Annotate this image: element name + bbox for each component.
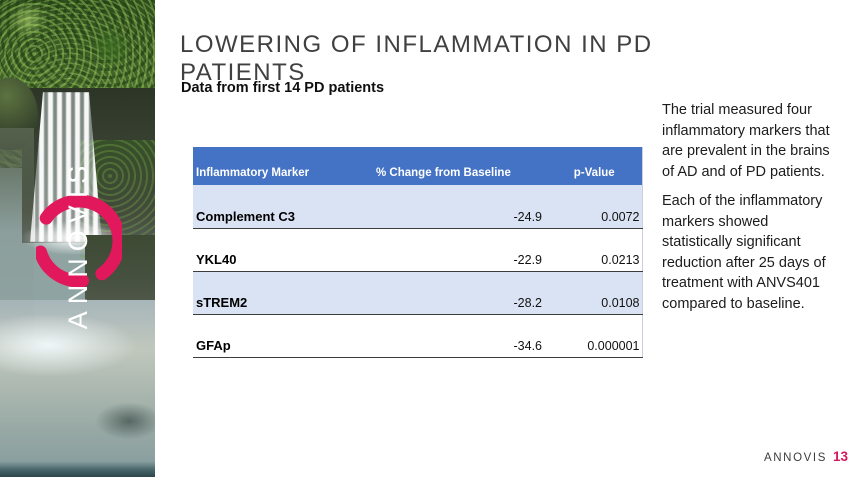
marker-name: sTREM2 (193, 271, 373, 315)
p-value: 0.0108 (548, 271, 642, 315)
page-title: LOWERING OF INFLAMMATION IN PD PATIENTS (180, 31, 653, 86)
p-value: 0.0213 (548, 228, 642, 272)
pct-change-value: -28.2 (373, 271, 548, 315)
paragraph-markers-reduction: Each of the inflammatory markers showed … (662, 193, 826, 312)
p-value: 0.0072 (548, 185, 642, 229)
rock-texture (0, 128, 34, 338)
slide-footer: ANNOVIS 13 (758, 449, 848, 464)
marker-name: YKL40 (193, 228, 373, 272)
pct-change-value: -22.9 (373, 228, 548, 272)
marker-name: Complement C3 (193, 185, 373, 229)
annovis-swoosh-icon (36, 194, 122, 288)
table-row: sTREM2 -28.2 0.0108 (193, 271, 642, 315)
col-header-pvalue: p-Value (548, 147, 642, 185)
footer-brand-logo: ANNOVIS (764, 452, 827, 464)
inflammatory-marker-table: Inflammatory Marker % Change from Baseli… (193, 147, 643, 358)
col-header-marker: Inflammatory Marker (193, 147, 373, 185)
explanatory-text: The trial measured four inflammatory mar… (662, 100, 830, 323)
paragraph-trial-measured: The trial measured four inflammatory mar… (662, 102, 830, 180)
marker-name: GFAp (193, 314, 373, 358)
col-header-change: % Change from Baseline (373, 147, 548, 185)
table-header-row: Inflammatory Marker % Change from Baseli… (193, 147, 642, 185)
pct-change-value: -34.6 (373, 314, 548, 358)
page-number: 13 (832, 449, 848, 464)
waterfall-photo: ANNOVIS (0, 0, 155, 477)
p-value: 0.000001 (548, 314, 642, 358)
table-row: Complement C3 -24.9 0.0072 (193, 185, 642, 229)
rock-texture (78, 395, 155, 447)
annovis-vertical-logo: ANNOVIS (63, 158, 93, 330)
table-row: GFAp -34.6 0.000001 (193, 314, 642, 358)
pct-change-value: -24.9 (373, 185, 548, 229)
slide-subtitle: Data from first 14 PD patients (181, 80, 385, 96)
table-row: YKL40 -22.9 0.0213 (193, 228, 642, 272)
